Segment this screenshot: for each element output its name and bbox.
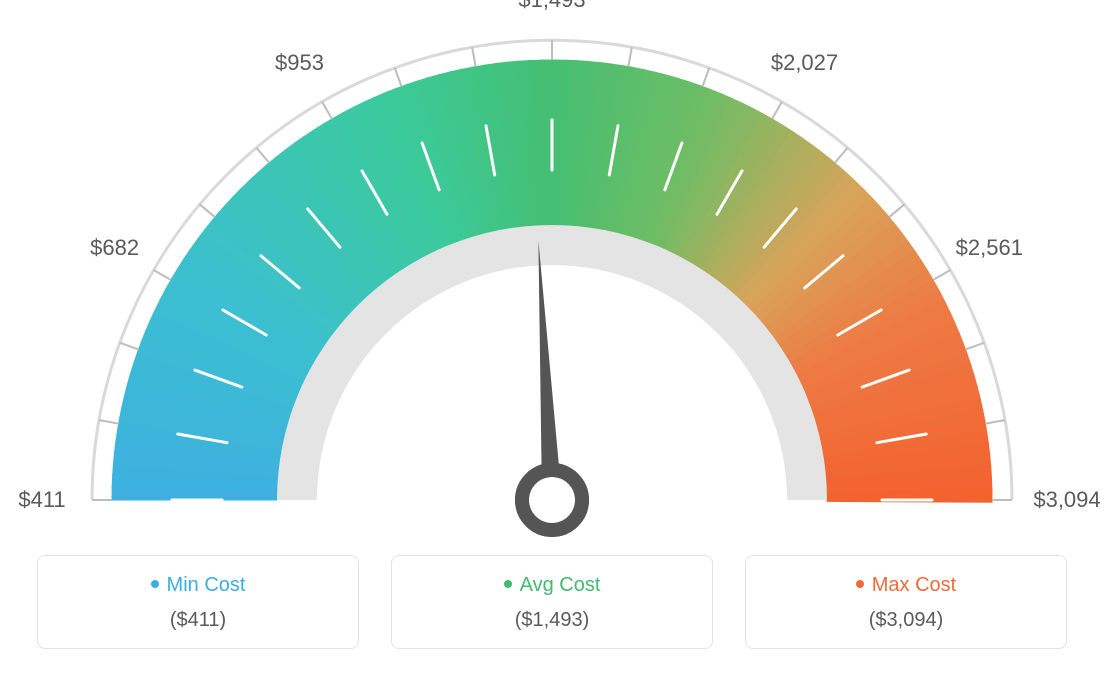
legend-title-max: Max Cost (756, 574, 1056, 597)
gauge-tick-label: $1,493 (518, 0, 585, 13)
legend-value-max: ($3,094) (756, 609, 1056, 632)
legend-title-avg: Avg Cost (402, 574, 702, 597)
legend-title-min: Min Cost (48, 574, 348, 597)
legend-row: Min Cost ($411) Avg Cost ($1,493) Max Co… (0, 555, 1104, 679)
gauge-tick-label: $2,027 (771, 50, 838, 76)
legend-value-avg: ($1,493) (402, 609, 702, 632)
gauge-area: $411 $682 $953 $1,493 $2,027 $2,561 $3,094 (0, 0, 1104, 555)
gauge-tick-label: $953 (275, 50, 324, 76)
dot-icon (151, 580, 159, 588)
legend-title-text: Max Cost (872, 574, 956, 596)
gauge-tick-label: $3,094 (1033, 487, 1100, 513)
legend-box-max: Max Cost ($3,094) (745, 555, 1067, 649)
gauge-tick-label: $682 (90, 235, 139, 261)
gauge-tick-label: $2,561 (956, 235, 1023, 261)
legend-box-avg: Avg Cost ($1,493) (391, 555, 713, 649)
legend-title-text: Min Cost (167, 574, 246, 596)
legend-box-min: Min Cost ($411) (37, 555, 359, 649)
legend-value-min: ($411) (48, 609, 348, 632)
gauge-tick-label: $411 (18, 487, 65, 513)
dot-icon (856, 580, 864, 588)
gauge-svg (0, 0, 1104, 555)
legend-title-text: Avg Cost (520, 574, 601, 596)
dot-icon (504, 580, 512, 588)
chart-container: $411 $682 $953 $1,493 $2,027 $2,561 $3,094 Min… (0, 0, 1104, 690)
